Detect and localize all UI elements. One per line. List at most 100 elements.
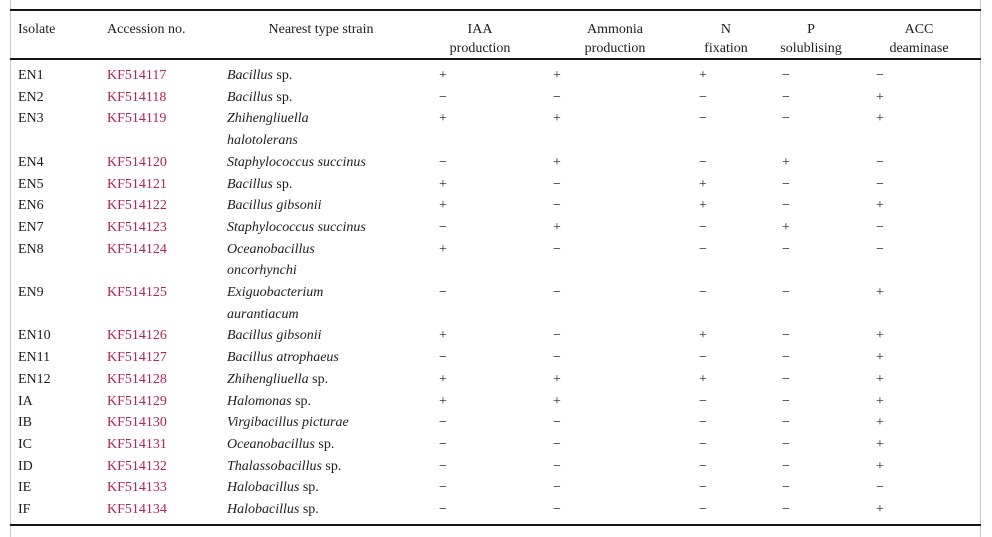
n-fixation-value: −: [699, 480, 707, 496]
column-header-accession: Accession no.: [107, 22, 186, 37]
accession-link[interactable]: KF514117: [107, 68, 167, 83]
table-top-rule: [10, 9, 981, 11]
p-solublising-value: −: [782, 68, 790, 83]
ammonia-production-value: −: [553, 328, 561, 344]
right-frame-line: [980, 0, 981, 537]
nearest-type-strain-cell: Oceanobacillus oncorhynchi: [227, 239, 427, 282]
n-fixation-value: −: [699, 285, 707, 301]
table-row: EN8 KF514124 Oceanobacillus oncorhynchi +…: [0, 239, 992, 282]
iaa-production-value: −: [439, 219, 447, 235]
nearest-type-strain-cell: Staphylococcus succinus: [227, 152, 427, 174]
accession-link[interactable]: KF514121: [107, 176, 167, 192]
nearest-type-strain-cell: Bacillus gibsonii: [227, 195, 427, 217]
accession-link[interactable]: KF514124: [107, 241, 167, 257]
acc-deaminase-value: −: [876, 176, 884, 192]
acc-deaminase-value: +: [876, 393, 884, 409]
accession-link[interactable]: KF514120: [107, 154, 167, 170]
accession-link[interactable]: KF514133: [107, 480, 167, 496]
table-header-rule: [10, 58, 981, 60]
accession-link[interactable]: KF514118: [107, 89, 167, 105]
ammonia-production-value: +: [553, 154, 561, 170]
isolate-cell: EN6: [18, 198, 44, 214]
nearest-type-strain-cell: Bacillus sp.: [227, 174, 427, 196]
strain-name-line: Halomonas sp.: [227, 393, 312, 409]
header-line: deaminase: [889, 41, 949, 56]
n-fixation-value: +: [699, 371, 707, 387]
header-line: N: [720, 22, 732, 37]
strain-name-line: Staphylococcus succinus: [227, 219, 366, 235]
accession-link[interactable]: KF514127: [107, 350, 167, 366]
column-header-iaa-production: IAA production: [450, 20, 511, 58]
acc-deaminase-value: −: [876, 154, 884, 170]
table-bottom-rule: [10, 524, 981, 526]
left-frame-line: [10, 0, 11, 537]
nearest-type-strain-cell: Thalassobacillus sp.: [227, 456, 427, 478]
table-body: EN1 KF514117 Bacillus sp. + + + − − EN2 …: [0, 60, 992, 521]
strain-name-line: Bacillus sp.: [227, 68, 293, 83]
accession-link[interactable]: KF514128: [107, 371, 167, 387]
iaa-production-value: −: [439, 89, 447, 105]
accession-link[interactable]: KF514132: [107, 458, 167, 474]
iaa-production-value: −: [439, 415, 447, 431]
nearest-type-strain-cell: Halobacillus sp.: [227, 499, 427, 521]
strain-name-line: Bacillus atrophaeus: [227, 350, 339, 366]
iaa-production-value: +: [439, 68, 447, 83]
strain-name-line: Virgibacillus picturae: [227, 415, 349, 431]
accession-link[interactable]: KF514125: [107, 285, 167, 301]
ammonia-production-value: +: [553, 111, 561, 127]
acc-deaminase-value: −: [876, 68, 884, 83]
n-fixation-value: −: [699, 219, 707, 235]
accession-link[interactable]: KF514123: [107, 219, 167, 235]
accession-link[interactable]: KF514131: [107, 436, 167, 452]
ammonia-production-value: +: [553, 371, 561, 387]
table-row: IA KF514129 Halomonas sp. + + − − +: [0, 391, 992, 413]
column-header-isolate: Isolate: [18, 22, 56, 37]
p-solublising-value: −: [782, 350, 790, 366]
iaa-production-value: +: [439, 393, 447, 409]
n-fixation-value: −: [699, 415, 707, 431]
iaa-production-value: −: [439, 154, 447, 170]
n-fixation-value: −: [699, 393, 707, 409]
isolate-cell: EN8: [18, 241, 44, 257]
isolate-cell: EN1: [18, 68, 44, 83]
ammonia-production-value: −: [553, 89, 561, 105]
acc-deaminase-value: +: [876, 89, 884, 105]
iaa-production-value: −: [439, 436, 447, 452]
table-row: EN1 KF514117 Bacillus sp. + + + − −: [0, 65, 992, 87]
accession-link[interactable]: KF514129: [107, 393, 167, 409]
accession-link[interactable]: KF514134: [107, 502, 167, 518]
p-solublising-value: −: [782, 415, 790, 431]
strain-name-line: Zhihengliuella: [227, 111, 309, 127]
n-fixation-value: −: [699, 458, 707, 474]
n-fixation-value: +: [699, 68, 707, 83]
accession-link[interactable]: KF514122: [107, 198, 167, 214]
isolate-cell: EN5: [18, 176, 44, 192]
nearest-type-strain-cell: Exiguobacterium aurantiacum: [227, 282, 427, 325]
accession-link[interactable]: KF514119: [107, 111, 167, 127]
strain-name-line: Thalassobacillus sp.: [227, 458, 342, 474]
p-solublising-value: −: [782, 89, 790, 105]
nearest-type-strain-cell: Zhihengliuella halotolerans: [227, 108, 427, 151]
p-solublising-value: −: [782, 480, 790, 496]
n-fixation-value: +: [699, 176, 707, 192]
ammonia-production-value: −: [553, 350, 561, 366]
table-row: EN6 KF514122 Bacillus gibsonii + − + − +: [0, 195, 992, 217]
n-fixation-value: +: [699, 328, 707, 344]
acc-deaminase-value: +: [876, 436, 884, 452]
table-row: ID KF514132 Thalassobacillus sp. − − − −…: [0, 456, 992, 478]
n-fixation-value: −: [699, 502, 707, 518]
table-row: EN12 KF514128 Zhihengliuella sp. + + + −…: [0, 369, 992, 391]
ammonia-production-value: −: [553, 198, 561, 214]
ammonia-production-value: −: [553, 436, 561, 452]
accession-link[interactable]: KF514126: [107, 328, 167, 344]
table-header-row: Isolate Accession no. Nearest type strai…: [0, 0, 992, 60]
iaa-production-value: −: [439, 350, 447, 366]
strain-name-line: Halobacillus sp.: [227, 502, 319, 518]
accession-link[interactable]: KF514130: [107, 415, 167, 431]
nearest-type-strain-cell: Bacillus sp.: [227, 65, 427, 87]
nearest-type-strain-cell: Virgibacillus picturae: [227, 412, 427, 434]
table-row: EN2 KF514118 Bacillus sp. − − − − +: [0, 87, 992, 109]
acc-deaminase-value: −: [876, 241, 884, 257]
iaa-production-value: −: [439, 458, 447, 474]
